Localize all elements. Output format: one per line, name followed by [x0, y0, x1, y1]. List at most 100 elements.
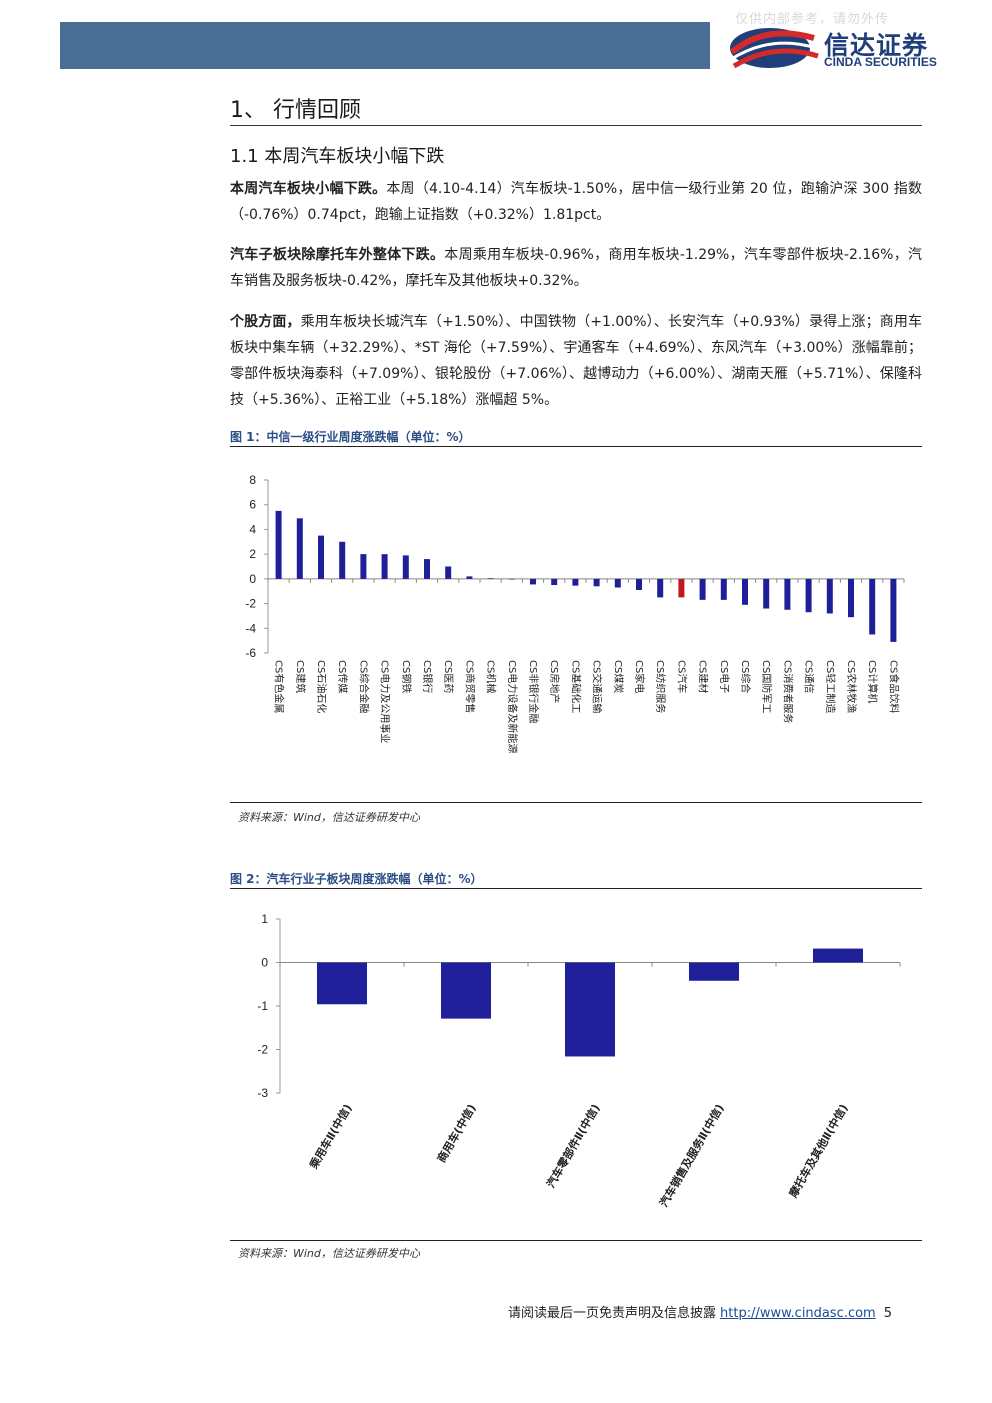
- paragraph-body: 本周乘用车板块-0.96%，商用车板块-1.29%，汽车零部件板块-2.16%，…: [230, 247, 923, 289]
- x-category-label: CS消费者服务: [781, 660, 794, 723]
- heading-divider: [230, 125, 922, 126]
- section-heading: 1、 行情回顾: [230, 98, 361, 123]
- figure-1-bottom-rule: [230, 802, 922, 803]
- cinda-logo-icon: [729, 28, 819, 69]
- y-tick-label: -3: [257, 1086, 268, 1100]
- bar: [890, 578, 897, 642]
- bar: [763, 578, 770, 609]
- bar: [296, 518, 303, 579]
- x-category-label: CS计算机: [866, 660, 879, 703]
- y-tick-label: 6: [249, 498, 256, 512]
- logo-text-cn: 信达证券: [824, 31, 929, 60]
- bar: [441, 962, 491, 1019]
- x-category-label: CS食品饮料: [887, 660, 900, 713]
- x-category-label: CS医药: [442, 660, 454, 693]
- paragraph-1: 本周汽车板块小幅下跌。本周（4.10-4.14）汽车板块-1.50%，居中信一级…: [230, 176, 922, 228]
- company-logo: 信达证券 CINDA SECURITIES: [726, 22, 966, 74]
- bar: [813, 948, 863, 963]
- x-category-label: CS商贸零售: [463, 660, 476, 713]
- y-tick-label: 1: [261, 912, 268, 926]
- x-category-label: CS煤炭: [612, 660, 625, 693]
- bar: [402, 555, 409, 579]
- paragraph-3: 个股方面，乘用车板块长城汽车（+1.50%）、中国铁物（+1.00%）、长安汽车…: [230, 309, 922, 413]
- x-category-label: CS钢铁: [400, 660, 413, 693]
- paragraph-2: 汽车子板块除摩托车外整体下跌。本周乘用车板块-0.96%，商用车板块-1.29%…: [230, 242, 922, 294]
- paragraph-body: 本周（4.10-4.14）汽车板块-1.50%，居中信一级行业第 20 位，跑输…: [230, 181, 922, 223]
- bar: [614, 578, 621, 588]
- bar: [689, 962, 739, 981]
- x-category-label: CS纺织服务: [654, 660, 667, 713]
- page-footer: 请阅读最后一页免责声明及信息披露 http://www.cindasc.com 5: [508, 1302, 892, 1321]
- x-category-label: CS建材: [697, 660, 710, 693]
- paragraph-lead: 汽车子板块除摩托车外整体下跌。: [230, 247, 445, 263]
- y-tick-label: 0: [249, 572, 256, 586]
- x-category-label: CS传媒: [336, 660, 348, 693]
- x-category-label: CS房地产: [548, 660, 561, 703]
- figure-1-top-rule: [230, 446, 922, 447]
- paragraph-body: 乘用车板块长城汽车（+1.50%）、中国铁物（+1.00%）、长安汽车（+0.9…: [230, 314, 922, 408]
- disclaimer-note: 请阅读最后一页免责声明及信息披露: [508, 1306, 717, 1321]
- bar: [508, 578, 515, 580]
- bar: [275, 510, 282, 579]
- logo-text-en: CINDA SECURITIES: [824, 55, 937, 69]
- chart-1-industry-weekly-change: 8 6 4 2 0 -2 -4 -6 CS有色金属 CS建筑 CS石油石化 CS传媒 CS综合金融 CS电…: [245, 473, 905, 753]
- bar: [848, 578, 854, 618]
- y-tick-label: 0: [261, 956, 268, 970]
- y-tick-label: 2: [249, 547, 256, 561]
- figure-1-source: 资料来源：Wind，信达证券研发中心: [238, 811, 420, 824]
- bar: [678, 578, 685, 598]
- bar: [699, 578, 706, 600]
- bar: [445, 566, 452, 579]
- bar: [572, 578, 579, 586]
- x-category-label: CS石油石化: [315, 660, 328, 713]
- bar: [742, 578, 748, 605]
- figure-2-top-rule: [230, 888, 922, 889]
- x-category-label: CS综合金融: [357, 660, 370, 713]
- website-link[interactable]: http://www.cindasc.com: [720, 1306, 876, 1321]
- figure-2-title: 图 2：汽车行业子板块周度涨跌幅（单位：%）: [230, 872, 483, 886]
- watermark: 仅供内部参考，请勿外传: [735, 12, 890, 27]
- bar: [551, 578, 558, 586]
- header-bar: [60, 22, 710, 69]
- x-category-label: CS家电: [633, 660, 646, 693]
- figure-1-title: 图 1：中信一级行业周度涨跌幅（单位：%）: [230, 430, 471, 444]
- bar: [593, 578, 600, 587]
- bar: [565, 962, 615, 1057]
- bar: [720, 578, 727, 600]
- bar: [869, 578, 876, 635]
- bar: [784, 578, 791, 610]
- x-category-label: CS国防军工: [760, 660, 773, 713]
- bar: [318, 535, 324, 579]
- bar: [381, 554, 388, 579]
- bar: [487, 578, 494, 579]
- bar: [636, 578, 642, 590]
- x-category-label: CS综合: [739, 660, 752, 693]
- x-category-label: CS电力及公用事业: [379, 660, 392, 743]
- x-category-label: CS农林牧渔: [845, 660, 858, 713]
- x-category-label: 乘用车Ⅱ(中信): [306, 1102, 355, 1172]
- page-number: 5: [883, 1306, 892, 1321]
- subsection-heading: 1.1 本周汽车板块小幅下跌: [230, 146, 445, 167]
- bar: [657, 578, 664, 598]
- y-tick-label: 8: [249, 473, 256, 487]
- bar: [826, 578, 833, 614]
- bar: [317, 962, 367, 1005]
- y-tick-label: -2: [257, 1043, 268, 1057]
- x-category-label: CS基础化工: [569, 660, 582, 713]
- chart-2-auto-subsector-weekly-change: 1 0 -1 -2 -3 乘用车Ⅱ(中信) 商用车(中信) 汽车零部件Ⅱ(中信) 汽车销售及服务…: [257, 912, 901, 1209]
- x-category-label: 汽车零部件Ⅱ(中信): [543, 1102, 602, 1191]
- y-tick-label: -4: [245, 621, 256, 635]
- x-category-label: CS机械: [485, 660, 498, 693]
- x-category-label: CS轻工制造: [824, 660, 837, 713]
- x-category-label: CS建筑: [294, 660, 307, 693]
- bar: [466, 576, 473, 579]
- y-tick-label: -2: [245, 597, 256, 611]
- y-tick-label: 4: [249, 522, 256, 536]
- x-category-label: CS电子: [718, 660, 731, 693]
- x-category-label: CS电力设备及新能源: [506, 660, 519, 753]
- x-category-label: CS汽车: [675, 660, 688, 693]
- bar: [530, 578, 536, 585]
- figure-2-bottom-rule: [230, 1240, 922, 1241]
- bar: [805, 578, 812, 613]
- y-tick-label: -1: [257, 999, 268, 1013]
